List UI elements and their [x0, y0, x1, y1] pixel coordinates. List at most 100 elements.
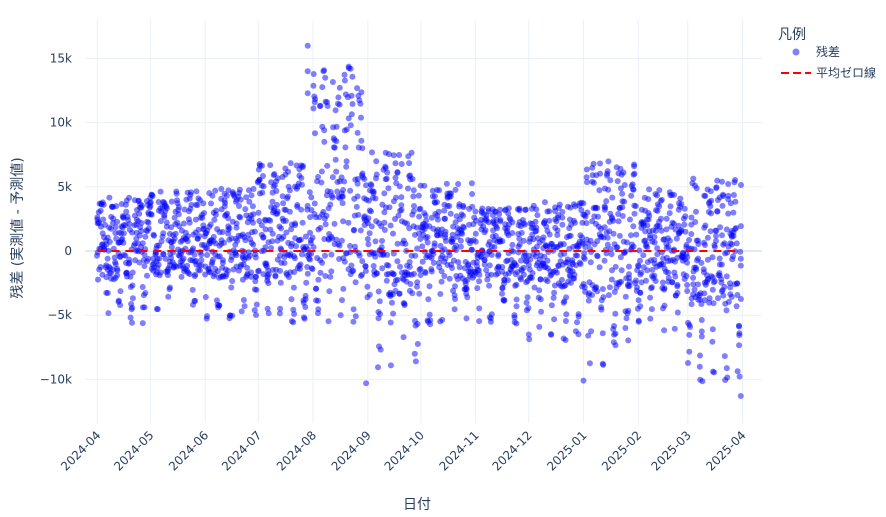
residual-point — [386, 204, 393, 211]
residual-point — [252, 254, 259, 261]
residual-point — [379, 237, 385, 244]
residual-point — [246, 198, 253, 205]
residual-point — [407, 281, 414, 287]
residual-point — [532, 218, 539, 225]
residual-point — [252, 273, 259, 280]
residual-point — [601, 224, 608, 231]
residual-point — [651, 256, 658, 263]
residual-point — [158, 238, 165, 245]
residual-point — [120, 230, 127, 237]
residual-point — [224, 210, 231, 217]
residual-point — [446, 203, 453, 209]
residual-point — [265, 310, 272, 317]
residual-point — [499, 264, 506, 270]
residual-point — [327, 273, 334, 280]
residual-point — [157, 188, 164, 195]
residual-point — [191, 298, 198, 304]
legend-item-residual[interactable]: 残差 — [792, 45, 841, 59]
residual-point — [612, 342, 619, 349]
residual-point — [672, 273, 679, 280]
residual-point — [536, 323, 543, 330]
residual-point — [145, 219, 152, 226]
residual-point — [333, 123, 340, 130]
residual-point — [277, 305, 284, 312]
residual-point — [595, 213, 601, 220]
residual-point — [554, 227, 561, 234]
residual-point — [411, 203, 417, 209]
residual-point — [308, 250, 315, 257]
residual-point — [142, 233, 149, 240]
residual-point — [621, 182, 628, 188]
residual-point — [709, 254, 716, 261]
residual-point — [690, 274, 697, 281]
residual-point — [253, 312, 259, 318]
residual-point — [730, 192, 737, 198]
residual-point — [594, 238, 601, 245]
residual-point — [394, 258, 401, 265]
residual-point — [673, 235, 680, 242]
residual-point — [451, 306, 458, 313]
residual-point — [599, 286, 606, 292]
residual-point — [491, 244, 498, 251]
residual-point — [612, 310, 619, 317]
residual-point — [412, 252, 419, 259]
residual-point — [560, 299, 567, 306]
residual-point — [127, 314, 134, 321]
residual-point — [372, 195, 379, 202]
residual-point — [370, 263, 377, 269]
residual-point — [297, 236, 304, 243]
residual-point — [606, 284, 613, 291]
residual-point — [697, 352, 703, 359]
residual-point — [690, 175, 697, 182]
residual-point — [473, 217, 479, 224]
residual-point — [597, 170, 604, 177]
residual-point — [520, 237, 527, 244]
residual-point — [248, 192, 255, 199]
residual-point — [234, 237, 241, 244]
residual-point — [426, 311, 433, 318]
residual-point — [157, 218, 164, 225]
residual-point — [354, 85, 361, 92]
residual-point — [184, 262, 191, 269]
residual-point — [329, 79, 336, 85]
residual-point — [505, 205, 512, 212]
residual-point — [299, 219, 306, 226]
residual-point — [297, 261, 304, 268]
residual-point — [709, 326, 716, 333]
residual-point — [631, 161, 638, 168]
residual-point — [317, 269, 324, 276]
residual-point — [362, 263, 369, 270]
residual-point — [658, 227, 665, 234]
residual-point — [638, 269, 645, 276]
residual-point — [248, 269, 255, 276]
residual-point — [710, 300, 717, 307]
residual-points[interactable] — [94, 42, 744, 399]
legend-item-zero-line[interactable]: 平均ゼロ線 — [781, 65, 876, 80]
residual-point — [608, 251, 615, 258]
residual-point — [460, 224, 467, 231]
residual-point — [442, 228, 449, 235]
residual-point — [348, 92, 355, 99]
residual-point — [538, 308, 545, 315]
residual-point — [520, 264, 527, 271]
residual-point — [648, 306, 655, 313]
residual-point — [737, 393, 744, 399]
legend[interactable]: 凡例 残差 平均ゼロ線 — [778, 27, 876, 80]
residual-point — [619, 204, 626, 211]
residual-point — [136, 210, 143, 217]
residual-point — [449, 231, 456, 238]
residual-point — [476, 278, 483, 285]
residual-point — [358, 114, 364, 121]
residual-point — [270, 183, 277, 190]
residual-point — [499, 290, 505, 297]
residual-point — [212, 211, 219, 218]
residual-point — [720, 193, 727, 199]
residual-point — [363, 380, 370, 387]
residual-point — [228, 235, 235, 242]
residual-point — [233, 252, 240, 259]
residual-point — [620, 169, 627, 176]
residual-point — [347, 243, 353, 249]
residual-point — [139, 320, 146, 327]
residual-point — [446, 252, 453, 259]
residual-point — [730, 253, 737, 260]
